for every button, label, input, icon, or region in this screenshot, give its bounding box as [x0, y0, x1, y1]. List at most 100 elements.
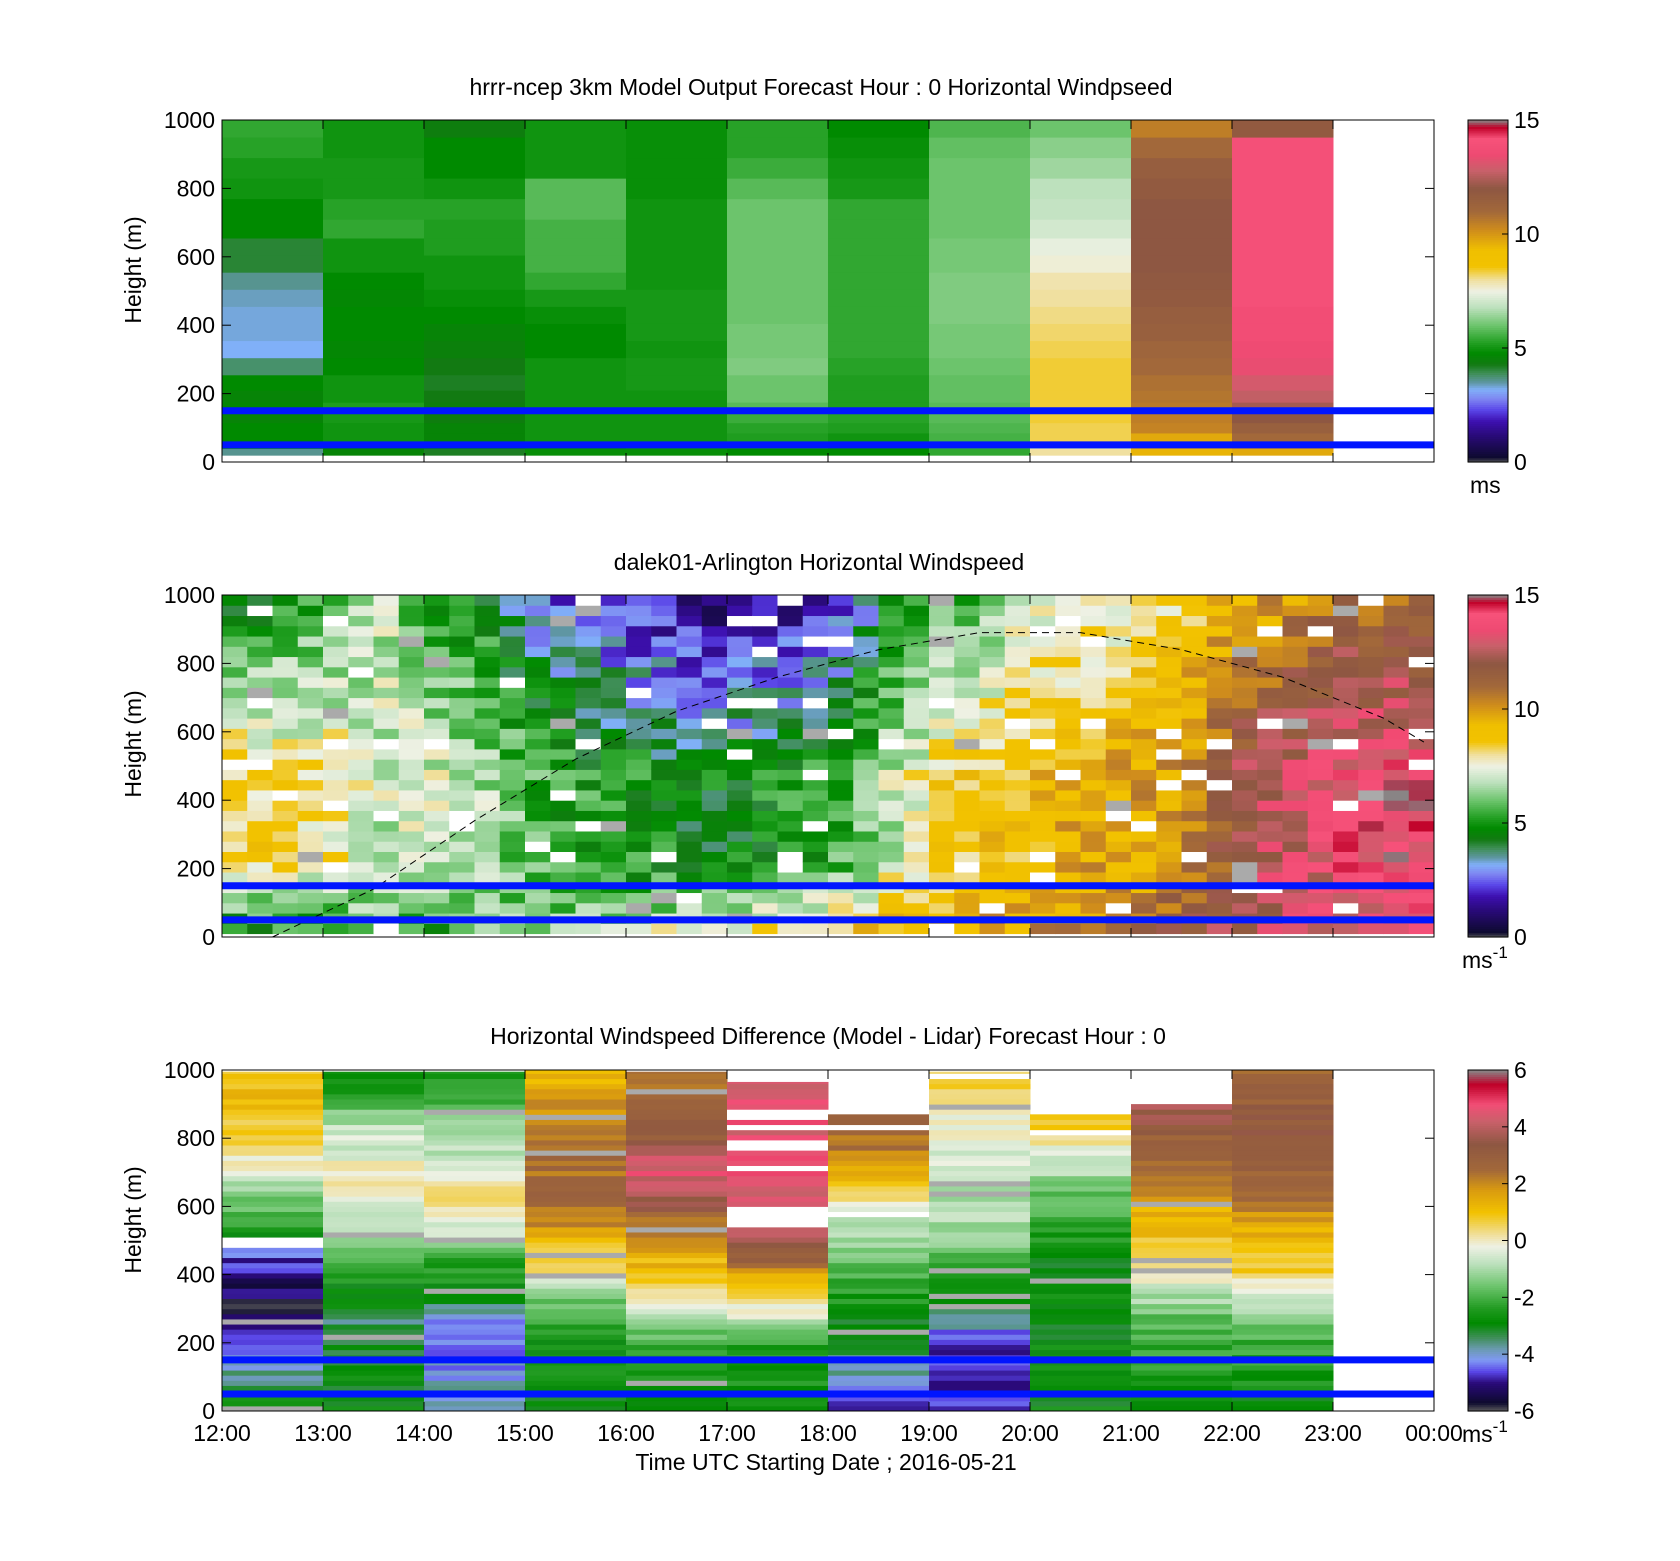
- heatmap-cell: [853, 595, 879, 606]
- heatmap-cell: [929, 1129, 1031, 1136]
- heatmap-cell: [1055, 810, 1081, 822]
- heatmap-cell: [373, 656, 400, 668]
- colorbar-swatch: [1468, 1312, 1508, 1316]
- colorbar-swatch: [1468, 757, 1508, 761]
- heatmap-cell: [424, 841, 450, 852]
- heatmap-cell: [272, 697, 299, 709]
- heatmap-cell: [828, 615, 854, 627]
- heatmap-cell: [1131, 707, 1157, 719]
- heatmap-cell: [1030, 1134, 1132, 1141]
- heatmap-cell: [853, 707, 879, 719]
- heatmap-cell: [525, 1267, 627, 1274]
- heatmap-cell: [954, 707, 980, 719]
- heatmap-cell: [222, 1201, 324, 1207]
- heatmap-cell: [1030, 800, 1056, 811]
- heatmap-cell: [222, 1150, 324, 1156]
- heatmap-cell: [929, 718, 955, 729]
- heatmap-cell: [1030, 1247, 1132, 1253]
- heatmap-cell: [1358, 738, 1384, 750]
- heatmap-cell: [1156, 718, 1182, 729]
- heatmap-cell: [1333, 707, 1359, 719]
- heatmap-cell: [626, 1247, 728, 1253]
- heatmap-cell: [626, 656, 652, 668]
- heatmap-cell: [752, 892, 778, 904]
- heatmap-cell: [1358, 830, 1384, 842]
- heatmap-cell: [1333, 738, 1359, 750]
- heatmap-cell: [1030, 615, 1056, 627]
- heatmap-cell: [954, 656, 980, 668]
- colorbar-swatch: [1468, 432, 1508, 435]
- heatmap-cell: [525, 1298, 627, 1305]
- heatmap-cell: [1232, 137, 1334, 159]
- heatmap-cell: [1307, 902, 1334, 914]
- heatmap-cell: [929, 800, 955, 811]
- heatmap-cell: [449, 810, 475, 822]
- heatmap-cell: [853, 636, 879, 647]
- heatmap-cell: [626, 1272, 728, 1279]
- heatmap-cell: [828, 1400, 930, 1407]
- heatmap-cell: [727, 697, 753, 709]
- heatmap-cell: [1307, 646, 1334, 658]
- heatmap-cell: [1030, 1283, 1132, 1289]
- heatmap-cell: [1408, 800, 1435, 811]
- heatmap-cell: [373, 779, 400, 791]
- heatmap-cell: [1156, 615, 1182, 627]
- heatmap-cell: [1181, 615, 1208, 627]
- heatmap-cell: [1232, 1165, 1334, 1172]
- heatmap-cell: [525, 800, 551, 811]
- colorbar-swatch: [1468, 761, 1508, 765]
- heatmap-cell: [1383, 748, 1410, 760]
- heatmap-cell: [424, 1278, 526, 1284]
- heatmap-cell: [929, 1216, 1031, 1223]
- heatmap-cell: [1333, 902, 1359, 914]
- heatmap-cell: [1232, 1201, 1334, 1207]
- heatmap-cell: [1181, 738, 1208, 750]
- heatmap-cell: [424, 1165, 526, 1172]
- colorbar-swatch: [1468, 680, 1508, 684]
- heatmap-cell: [222, 1109, 324, 1115]
- heatmap-cell: [626, 1344, 728, 1351]
- heatmap-cell: [525, 1088, 627, 1095]
- colorbar-swatch: [1468, 190, 1508, 194]
- heatmap-cell: [626, 219, 728, 239]
- heatmap-cell: [575, 646, 602, 658]
- heatmap-cell: [626, 1308, 728, 1315]
- heatmap-cell: [373, 861, 400, 873]
- heatmap-cell: [1030, 779, 1056, 791]
- heatmap-cell: [626, 707, 652, 719]
- heatmap-cell: [1131, 1370, 1233, 1376]
- heatmap-cell: [525, 374, 627, 391]
- heatmap-cell: [499, 789, 526, 801]
- colorbar-swatch: [1468, 624, 1508, 628]
- heatmap-cell: [348, 677, 374, 688]
- heatmap-cell: [525, 1231, 627, 1238]
- colorbar-swatch: [1468, 857, 1508, 861]
- heatmap-cell: [979, 677, 1006, 688]
- heatmap-cell: [1206, 595, 1233, 606]
- heatmap-cell: [1030, 1370, 1132, 1376]
- heatmap-cell: [323, 1134, 425, 1141]
- colorbar-tick-label: 4: [1514, 1114, 1527, 1140]
- heatmap-cell: [1055, 666, 1081, 678]
- heatmap-cell: [525, 1288, 627, 1294]
- heatmap-cell: [323, 677, 349, 688]
- colorbar-swatch: [1468, 845, 1508, 848]
- heatmap-cell: [272, 677, 299, 688]
- heatmap-cell: [1383, 892, 1410, 904]
- heatmap-cell: [1055, 677, 1081, 688]
- colorbar-swatch: [1468, 154, 1508, 157]
- heatmap-cell: [323, 157, 425, 179]
- heatmap-cell: [323, 1324, 425, 1330]
- heatmap-cell: [626, 1405, 728, 1412]
- colorbar-swatch: [1468, 900, 1508, 904]
- heatmap-cell: [828, 137, 930, 159]
- colorbar-tick-label: -6: [1514, 1398, 1534, 1424]
- heatmap-cell: [878, 687, 905, 699]
- heatmap-cell: [600, 861, 627, 873]
- heatmap-cell: [954, 769, 980, 781]
- colorbar-swatch: [1468, 665, 1508, 669]
- heatmap-cell: [1282, 707, 1309, 719]
- heatmap-cell: [1131, 237, 1233, 256]
- heatmap-cell: [1358, 759, 1384, 770]
- heatmap-cell: [424, 1370, 526, 1376]
